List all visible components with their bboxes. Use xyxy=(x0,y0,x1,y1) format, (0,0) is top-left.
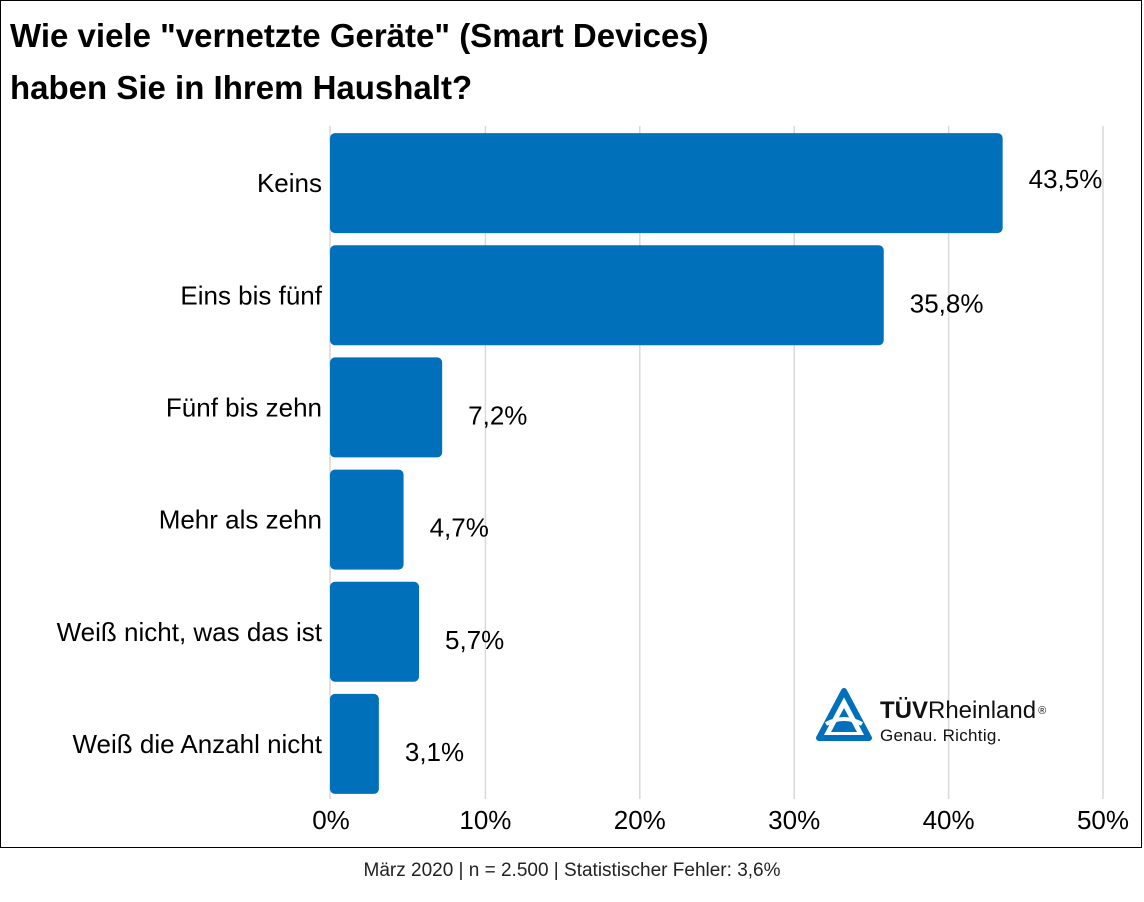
value-label: 7,2% xyxy=(468,400,527,430)
value-label: 5,7% xyxy=(445,625,504,655)
tuv-triangle-icon xyxy=(816,688,872,741)
category-label: Weiß nicht, was das ist xyxy=(57,617,323,647)
category-label: Weiß die Anzahl nicht xyxy=(72,729,322,759)
x-tick-label: 10% xyxy=(459,805,511,835)
chart-title: Wie viele "vernetzte Geräte" (Smart Devi… xyxy=(10,10,709,114)
bar xyxy=(330,133,1003,234)
bars xyxy=(330,133,1003,794)
chart-title-line-1: Wie viele "vernetzte Geräte" (Smart Devi… xyxy=(10,17,709,54)
logo-tagline: Genau. Richtig. xyxy=(880,726,1002,745)
category-label: Mehr als zehn xyxy=(159,505,322,535)
labels: 0% 10% 20% 30% 40% 50% Keins 43,5% Eins bis fünf… xyxy=(57,164,1129,835)
chart-title-line-2: haben Sie in Ihrem Haushalt? xyxy=(10,69,473,106)
category-label: Eins bis fünf xyxy=(180,280,322,310)
bar xyxy=(330,693,379,794)
gridlines xyxy=(329,126,1104,799)
category-label: Fünf bis zehn xyxy=(166,392,322,422)
chart-frame xyxy=(0,0,1142,848)
bar xyxy=(330,469,404,570)
bar xyxy=(330,245,884,346)
logo-brand-regular: Rheinland xyxy=(928,697,1037,724)
value-label: 43,5% xyxy=(1029,164,1103,194)
logo-brand-bold: TÜV xyxy=(880,697,928,724)
logo-registered: ® xyxy=(1038,705,1047,717)
bar-chart: 0% 10% 20% 30% 40% 50% Keins 43,5% Eins bis fünf… xyxy=(57,126,1129,835)
value-label: 3,1% xyxy=(405,737,464,767)
tuv-rheinland-logo: TÜVRheinland ® Genau. Richtig. xyxy=(816,686,1096,756)
x-tick-label: 20% xyxy=(614,805,666,835)
value-label: 4,7% xyxy=(430,513,489,543)
x-tick-label: 50% xyxy=(1077,805,1129,835)
value-label: 35,8% xyxy=(910,288,984,318)
footer-note: März 2020 | n = 2.500 | Statistischer Fe… xyxy=(363,860,781,881)
x-tick-label: 40% xyxy=(923,805,975,835)
bar xyxy=(330,357,443,458)
x-tick-label: 0% xyxy=(312,805,350,835)
bar xyxy=(330,581,420,682)
logo-brand: TÜVRheinland ® xyxy=(880,698,1046,724)
x-tick-label: 30% xyxy=(768,805,820,835)
category-label: Keins xyxy=(257,168,322,198)
